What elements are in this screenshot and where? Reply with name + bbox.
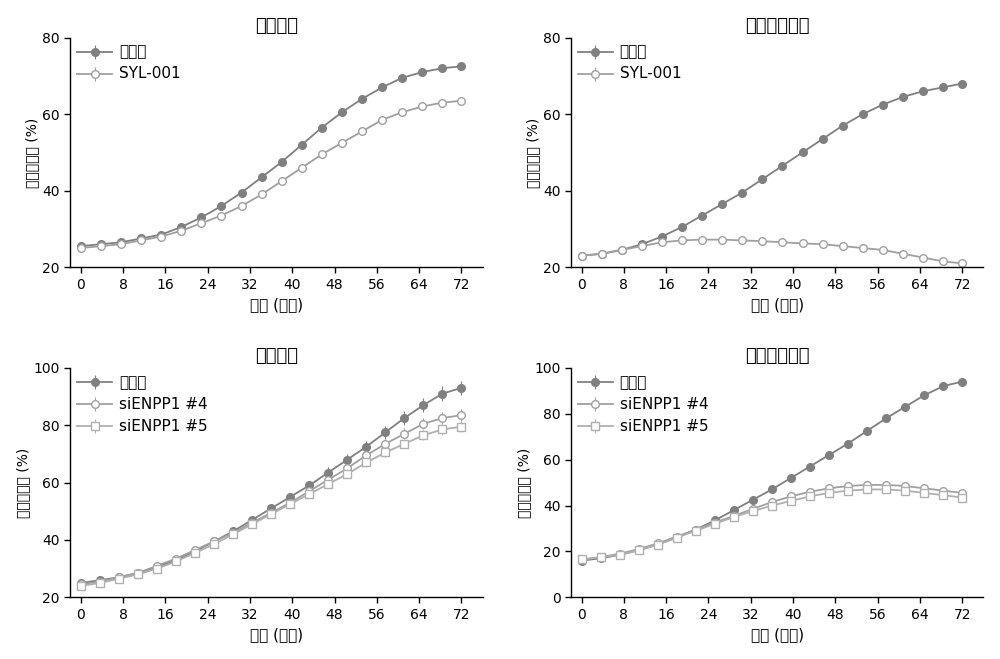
Y-axis label: 细胞汇合度 (%): 细胞汇合度 (%) — [526, 117, 540, 188]
Y-axis label: 细胞汇合度 (%): 细胞汇合度 (%) — [25, 117, 39, 188]
Legend: 对照组, SYL-001: 对照组, SYL-001 — [77, 45, 180, 82]
Legend: 对照组, siENPP1 #4, siENPP1 #5: 对照组, siENPP1 #4, siENPP1 #5 — [578, 375, 708, 434]
Legend: 对照组, siENPP1 #4, siENPP1 #5: 对照组, siENPP1 #4, siENPP1 #5 — [77, 375, 207, 434]
X-axis label: 时间 (小时): 时间 (小时) — [751, 297, 804, 312]
Y-axis label: 细胞汇合度 (%): 细胞汇合度 (%) — [17, 447, 31, 518]
Title: 肺癌细胞: 肺癌细胞 — [255, 347, 298, 365]
X-axis label: 时间 (小时): 时间 (小时) — [250, 297, 303, 312]
Legend: 对照组, SYL-001: 对照组, SYL-001 — [578, 45, 681, 82]
Title: 肺癌耒药细胞: 肺癌耒药细胞 — [745, 16, 809, 35]
Title: 肺癌细胞: 肺癌细胞 — [255, 16, 298, 35]
X-axis label: 时间 (小时): 时间 (小时) — [250, 627, 303, 643]
Title: 肺癌耒药细胞: 肺癌耒药细胞 — [745, 347, 809, 365]
Y-axis label: 细胞汇合度 (%): 细胞汇合度 (%) — [517, 447, 531, 518]
X-axis label: 时间 (小时): 时间 (小时) — [751, 627, 804, 643]
